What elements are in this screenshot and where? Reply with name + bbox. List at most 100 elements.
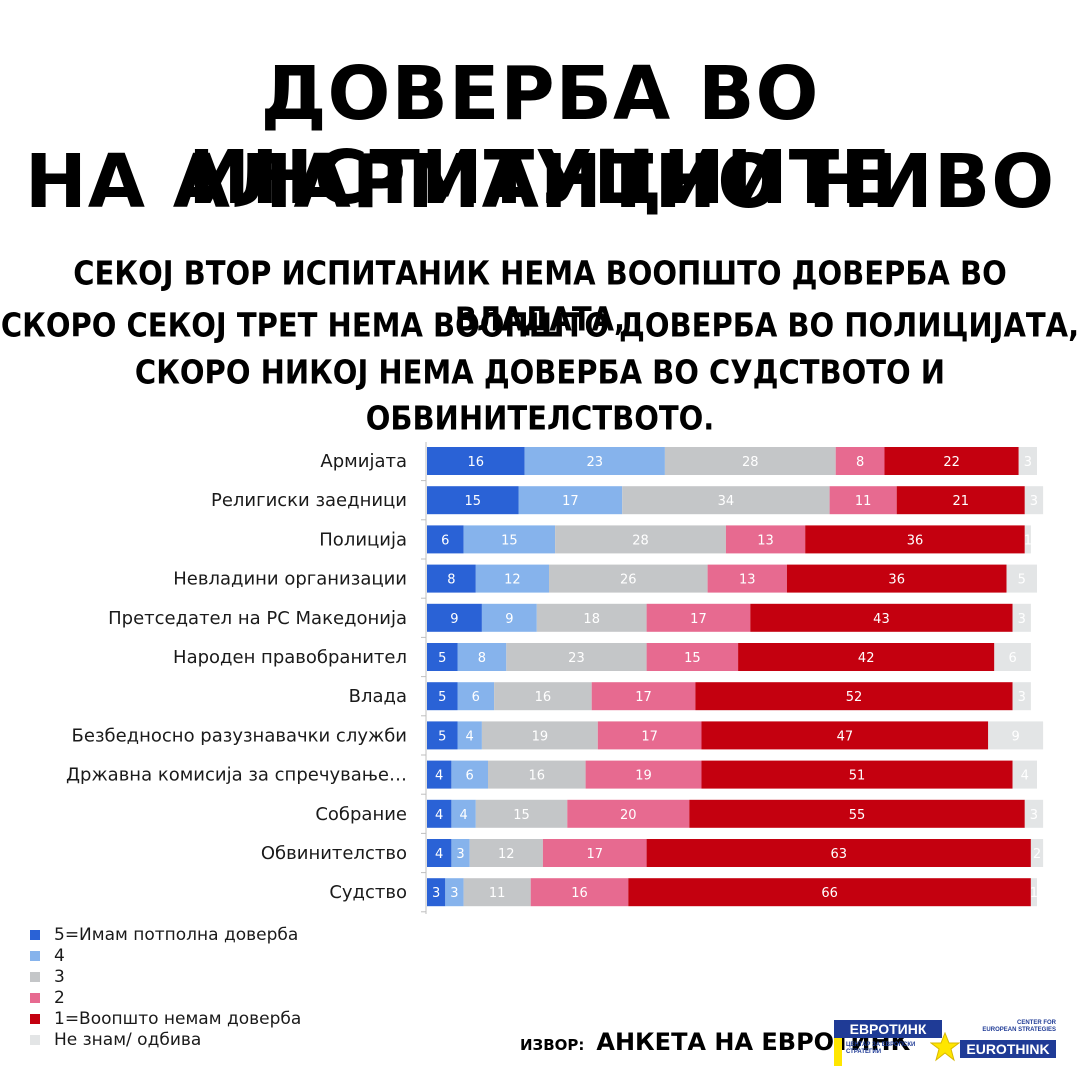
legend-swatch — [30, 992, 40, 1003]
bar-segment — [457, 682, 495, 711]
data-label: 11 — [855, 494, 872, 509]
bar-segment — [896, 486, 1025, 515]
data-label: 16 — [535, 690, 552, 705]
bar-segment — [463, 525, 556, 554]
legend-label: 1=Воопшто немам доверба — [54, 1008, 302, 1029]
bar-segment — [427, 760, 452, 789]
data-label: 17 — [562, 494, 579, 509]
bar-segment — [646, 839, 1031, 867]
bar-segment — [1012, 760, 1037, 789]
legend-label: Не знам/ одбива — [54, 1029, 202, 1050]
legend-label: 5=Имам потполна доверба — [54, 924, 299, 945]
data-label: 63 — [830, 847, 847, 862]
bar-segment — [1030, 878, 1037, 907]
data-label: 12 — [498, 847, 515, 862]
bar-segment — [1030, 839, 1044, 867]
data-label: 4 — [435, 808, 443, 823]
bar-segment — [524, 447, 665, 475]
bar-segment — [475, 799, 568, 828]
bar-segment — [427, 721, 458, 750]
data-label: 66 — [821, 886, 838, 901]
bar-segment — [786, 564, 1007, 593]
bar-segment — [427, 799, 452, 828]
data-label: 12 — [504, 573, 521, 588]
data-label: 28 — [632, 533, 649, 548]
legend-swatch — [30, 1013, 40, 1024]
logo-name-en: EUROTHINK — [960, 1040, 1056, 1058]
data-label: 34 — [718, 494, 735, 509]
legend-item: 2 — [30, 987, 301, 1008]
legend-item: 1=Воопшто немам доверба — [30, 1008, 301, 1029]
data-label: 17 — [690, 612, 707, 627]
data-label: 17 — [635, 690, 652, 705]
bar-segment — [427, 603, 482, 632]
data-label: 21 — [952, 494, 969, 509]
bar-segment — [542, 839, 647, 867]
legend-swatch — [30, 929, 40, 940]
bar-segment — [988, 721, 1044, 750]
data-label: 36 — [907, 533, 924, 548]
data-label: 4 — [466, 729, 474, 744]
data-label: 1 — [1030, 886, 1038, 901]
bar-segment — [463, 878, 531, 907]
data-label: 16 — [468, 455, 485, 470]
category-label: Невладини организации — [173, 569, 407, 590]
bar-segment — [469, 839, 543, 867]
data-label: 5 — [438, 729, 446, 744]
data-label: 15 — [684, 651, 701, 666]
data-label: 17 — [586, 847, 603, 862]
bar-segment — [555, 525, 726, 554]
bar-segment — [750, 603, 1013, 632]
bar-segment — [427, 447, 525, 475]
category-label: Полиција — [319, 529, 407, 550]
data-label: 26 — [620, 573, 637, 588]
bar-segment — [622, 486, 830, 515]
data-label: 3 — [1030, 808, 1038, 823]
bar-segment — [488, 760, 586, 789]
category-label: Државна комисија за спречување… — [66, 765, 407, 786]
bar-segment — [427, 525, 464, 554]
bar-segment — [994, 643, 1031, 671]
bar-segment — [701, 721, 989, 750]
bar-segment — [475, 564, 549, 593]
bar-segment — [427, 682, 458, 711]
data-label: 55 — [849, 808, 866, 823]
data-label: 52 — [846, 690, 863, 705]
bar-segment — [628, 878, 1031, 907]
data-label: 6 — [472, 690, 480, 705]
data-label: 3 — [1024, 455, 1032, 470]
data-label: 5 — [438, 651, 446, 666]
chart-legend: 5=Имам потполна доверба 4 3 2 1=Воопшто нема… — [30, 924, 301, 1050]
category-label: Народен правобранител — [173, 647, 407, 668]
bar-segment — [427, 643, 458, 671]
bar-segment — [518, 486, 623, 515]
legend-item: Не знам/ одбива — [30, 1029, 301, 1050]
bar-segment — [457, 643, 507, 671]
legend-label: 3 — [54, 966, 65, 987]
data-label: 13 — [739, 573, 756, 588]
category-label: Обвинителство — [261, 843, 407, 864]
data-label: 17 — [641, 729, 658, 744]
bar-segment — [585, 760, 702, 789]
data-label: 1 — [1024, 533, 1032, 548]
legend-label: 4 — [54, 945, 65, 966]
bar-segment — [481, 603, 537, 632]
data-label: 3 — [1018, 612, 1026, 627]
data-label: 9 — [1012, 729, 1020, 744]
data-label: 5 — [438, 690, 446, 705]
data-label: 19 — [635, 769, 652, 784]
data-label: 15 — [513, 808, 530, 823]
data-label: 6 — [441, 533, 449, 548]
data-label: 4 — [435, 847, 443, 862]
data-label: 6 — [1008, 651, 1016, 666]
bar-segment — [549, 564, 708, 593]
bar-segment — [494, 682, 592, 711]
data-label: 4 — [435, 769, 443, 784]
data-label: 13 — [757, 533, 774, 548]
bar-segment — [1012, 603, 1031, 632]
logo-subtitle-mk: ЦЕНТАР ЗА ЕВРОПСКИ СТРАТЕГИИ — [846, 1042, 916, 1055]
category-label: Претседател на РС Македонија — [108, 608, 407, 629]
bar-segment — [835, 447, 885, 475]
subheadline-line-2: СКОРО СЕКОЈ ТРЕТ НЕМА ВООПШТО ДОВЕРБА ВО… — [0, 305, 1080, 345]
logo-name-mk: ЕВРОТИНК — [834, 1020, 942, 1038]
